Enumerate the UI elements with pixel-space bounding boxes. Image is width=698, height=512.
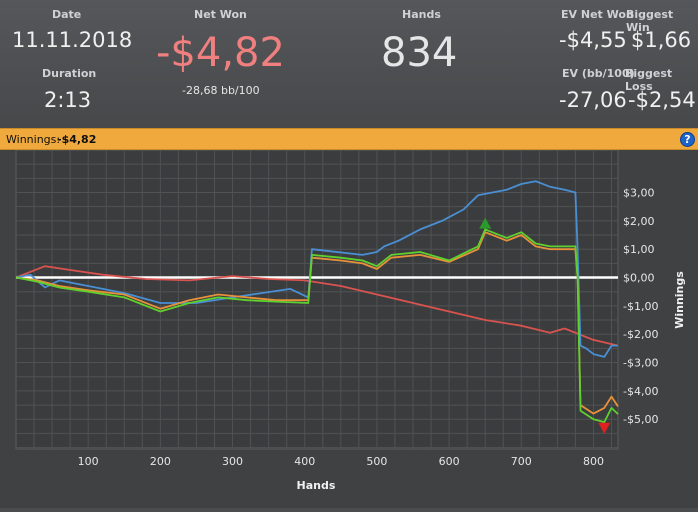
duration-label: Duration bbox=[42, 67, 97, 80]
winnings-bar: Winnings: -$4,82 ? bbox=[0, 128, 698, 150]
biggest-loss-label: Biggest Loss bbox=[625, 67, 673, 93]
y-tick-label: $2,00 bbox=[623, 215, 655, 228]
y-axis-label: Winnings bbox=[673, 271, 686, 329]
biggest-win-value: $1,66 bbox=[631, 28, 692, 52]
y-tick-label: $1,00 bbox=[623, 243, 655, 256]
ev-bb-label: EV (bb/100) bbox=[562, 67, 635, 80]
x-tick-label: 800 bbox=[583, 455, 604, 468]
duration-value: 2:13 bbox=[44, 88, 92, 112]
series-line-blue bbox=[15, 180, 618, 358]
y-tick-label: -$3,00 bbox=[623, 357, 658, 370]
bb-per-100: -28,68 bb/100 bbox=[182, 84, 260, 97]
biggest-loss-value: -$2,54 bbox=[628, 88, 696, 112]
y-tick-label: -$4,00 bbox=[623, 385, 658, 398]
y-tick-label: -$2,00 bbox=[623, 328, 658, 341]
x-tick-label: 100 bbox=[78, 455, 99, 468]
x-tick-label: 500 bbox=[366, 455, 387, 468]
y-tick-label: $3,00 bbox=[623, 187, 655, 200]
plot-background bbox=[15, 149, 619, 450]
series-line-green bbox=[15, 228, 619, 424]
max-marker bbox=[479, 217, 492, 229]
hands-value: 834 bbox=[381, 30, 458, 76]
y-tick-label: -$5,00 bbox=[623, 413, 658, 426]
y-tick-label: $0,00 bbox=[623, 272, 655, 285]
ev-net-won-label: EV Net Won bbox=[561, 8, 634, 21]
stats-panel: Date 11.11.2018 Duration 2:13 Net Won -$… bbox=[0, 0, 698, 128]
series-line-red bbox=[15, 265, 619, 347]
net-won-label: Net Won bbox=[194, 8, 247, 21]
x-tick-label: 300 bbox=[222, 455, 243, 468]
hands-label: Hands bbox=[402, 8, 441, 21]
winnings-value: -$4,82 bbox=[57, 133, 97, 146]
x-tick-label: 600 bbox=[439, 455, 460, 468]
biggest-win-label: Biggest Win bbox=[626, 8, 674, 34]
x-tick-label: 200 bbox=[150, 455, 171, 468]
x-tick-label: 700 bbox=[511, 455, 532, 468]
ev-bb-value: -27,06 bbox=[559, 88, 627, 112]
winnings-label: Winnings: bbox=[6, 133, 61, 146]
net-won-value: -$4,82 bbox=[156, 30, 285, 76]
chart-area: 100 200 300 400 500 600 700 800 $3,00 $2,00 $1,00… bbox=[0, 149, 698, 508]
date-value: 11.11.2018 bbox=[12, 28, 133, 52]
winnings-chart: 100 200 300 400 500 600 700 800 $3,00 $2,00 $1,00… bbox=[15, 149, 686, 492]
y-tick-label: -$1,00 bbox=[623, 300, 658, 313]
min-marker bbox=[598, 422, 611, 434]
x-axis-label: Hands bbox=[297, 479, 336, 492]
ev-net-won-value: -$4,55 bbox=[559, 28, 627, 52]
help-icon[interactable]: ? bbox=[680, 132, 695, 147]
x-tick-label: 400 bbox=[294, 455, 315, 468]
date-label: Date bbox=[52, 8, 82, 21]
